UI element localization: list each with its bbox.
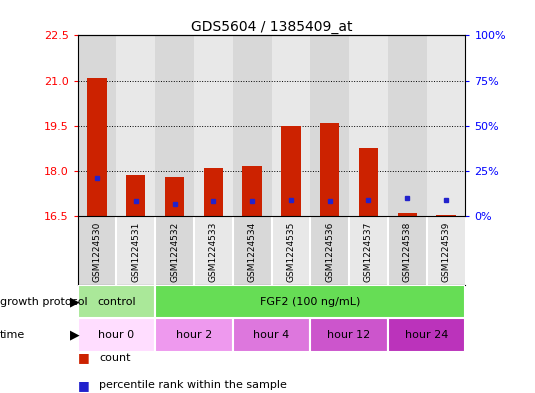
Text: ■: ■: [78, 351, 89, 364]
Text: GSM1224533: GSM1224533: [209, 222, 218, 282]
Bar: [242, 167, 262, 216]
Text: hour 12: hour 12: [327, 330, 371, 340]
Title: GDS5604 / 1385409_at: GDS5604 / 1385409_at: [191, 20, 352, 34]
Bar: [271, 216, 310, 285]
Text: ■: ■: [78, 378, 89, 392]
Bar: [155, 35, 194, 216]
Text: hour 2: hour 2: [176, 330, 212, 340]
Bar: [320, 123, 339, 216]
Text: FGF2 (100 ng/mL): FGF2 (100 ng/mL): [260, 297, 361, 307]
Text: ▶: ▶: [70, 329, 79, 342]
Bar: [233, 35, 271, 216]
Text: GSM1224538: GSM1224538: [403, 222, 412, 282]
Bar: [398, 213, 417, 216]
Bar: [271, 35, 310, 216]
Text: time: time: [0, 330, 25, 340]
Bar: [310, 216, 349, 285]
Text: count: count: [99, 353, 131, 363]
Bar: [87, 77, 106, 216]
Bar: [437, 215, 456, 216]
Bar: [194, 216, 233, 285]
Bar: [388, 35, 427, 216]
Bar: [427, 35, 465, 216]
Bar: [165, 177, 184, 216]
Bar: [155, 318, 233, 352]
Bar: [388, 216, 427, 285]
Text: GSM1224531: GSM1224531: [131, 222, 140, 282]
Bar: [310, 35, 349, 216]
Bar: [310, 318, 388, 352]
Text: hour 24: hour 24: [405, 330, 448, 340]
Bar: [359, 148, 378, 216]
Text: GSM1224532: GSM1224532: [170, 222, 179, 282]
Bar: [155, 216, 194, 285]
Text: GSM1224539: GSM1224539: [441, 222, 450, 282]
Text: growth protocol: growth protocol: [0, 297, 88, 307]
Bar: [233, 318, 310, 352]
Bar: [349, 216, 388, 285]
Bar: [349, 35, 388, 216]
Text: hour 0: hour 0: [98, 330, 134, 340]
Text: GSM1224536: GSM1224536: [325, 222, 334, 282]
Bar: [155, 285, 465, 318]
Text: hour 4: hour 4: [254, 330, 289, 340]
Bar: [78, 35, 116, 216]
Text: GSM1224534: GSM1224534: [248, 222, 257, 282]
Bar: [204, 168, 223, 216]
Bar: [78, 285, 155, 318]
Bar: [126, 175, 146, 216]
Bar: [427, 216, 465, 285]
Text: control: control: [97, 297, 136, 307]
Bar: [388, 318, 465, 352]
Bar: [78, 318, 155, 352]
Bar: [233, 216, 271, 285]
Text: GSM1224530: GSM1224530: [93, 222, 102, 282]
Text: GSM1224535: GSM1224535: [286, 222, 295, 282]
Bar: [194, 35, 233, 216]
Text: percentile rank within the sample: percentile rank within the sample: [99, 380, 287, 390]
Bar: [78, 216, 116, 285]
Bar: [281, 126, 301, 216]
Bar: [116, 216, 155, 285]
Text: GSM1224537: GSM1224537: [364, 222, 373, 282]
Bar: [116, 35, 155, 216]
Text: ▶: ▶: [70, 295, 79, 308]
